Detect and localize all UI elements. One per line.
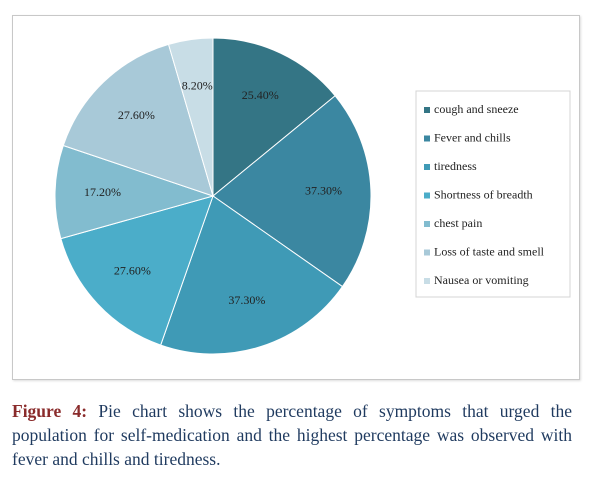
- legend-swatch: [424, 249, 430, 256]
- pie-slice: [54, 144, 215, 240]
- legend-label: Shortness of breadth: [434, 187, 533, 201]
- legend-label: Loss of taste and smell: [434, 244, 545, 258]
- legend-label: Fever and chills: [434, 130, 511, 144]
- legend-label: chest pain: [434, 216, 482, 230]
- legend-swatch: [424, 278, 430, 284]
- value-label: 8.20%: [182, 78, 213, 92]
- legend-swatch: [424, 135, 430, 142]
- legend-label: Nausea or vomiting: [434, 273, 529, 287]
- legend-swatch: [424, 164, 430, 170]
- legend-swatch: [424, 192, 430, 199]
- legend-swatch: [424, 221, 430, 227]
- caption-label: Figure 4:: [12, 401, 88, 421]
- legend-label: cough and sneeze: [434, 102, 519, 116]
- value-label: 17.20%: [84, 185, 121, 199]
- value-label: 37.30%: [305, 184, 342, 198]
- pie-slice: [62, 43, 214, 197]
- pie-slice: [167, 37, 214, 197]
- legend-box: [415, 90, 571, 298]
- legend-label: tiredness: [434, 159, 477, 173]
- legend-swatch: [424, 107, 430, 113]
- value-label: 37.30%: [228, 293, 265, 307]
- pie-slice: [160, 195, 344, 355]
- caption-text: Pie chart shows the percentage of sympto…: [12, 401, 572, 469]
- chart: 25.40% 37.30% 37.30% 27.60% 17.20% 27.60% 8.20…: [54, 37, 571, 355]
- figure-caption: Figure 4: Pie chart shows the percentage…: [12, 399, 572, 471]
- value-label: 27.60%: [118, 108, 155, 122]
- value-label: 27.60%: [114, 263, 151, 277]
- pie-slice: [60, 195, 214, 346]
- pie-slice: [212, 95, 372, 288]
- pie-slice: [212, 37, 336, 198]
- value-label: 25.40%: [242, 88, 279, 102]
